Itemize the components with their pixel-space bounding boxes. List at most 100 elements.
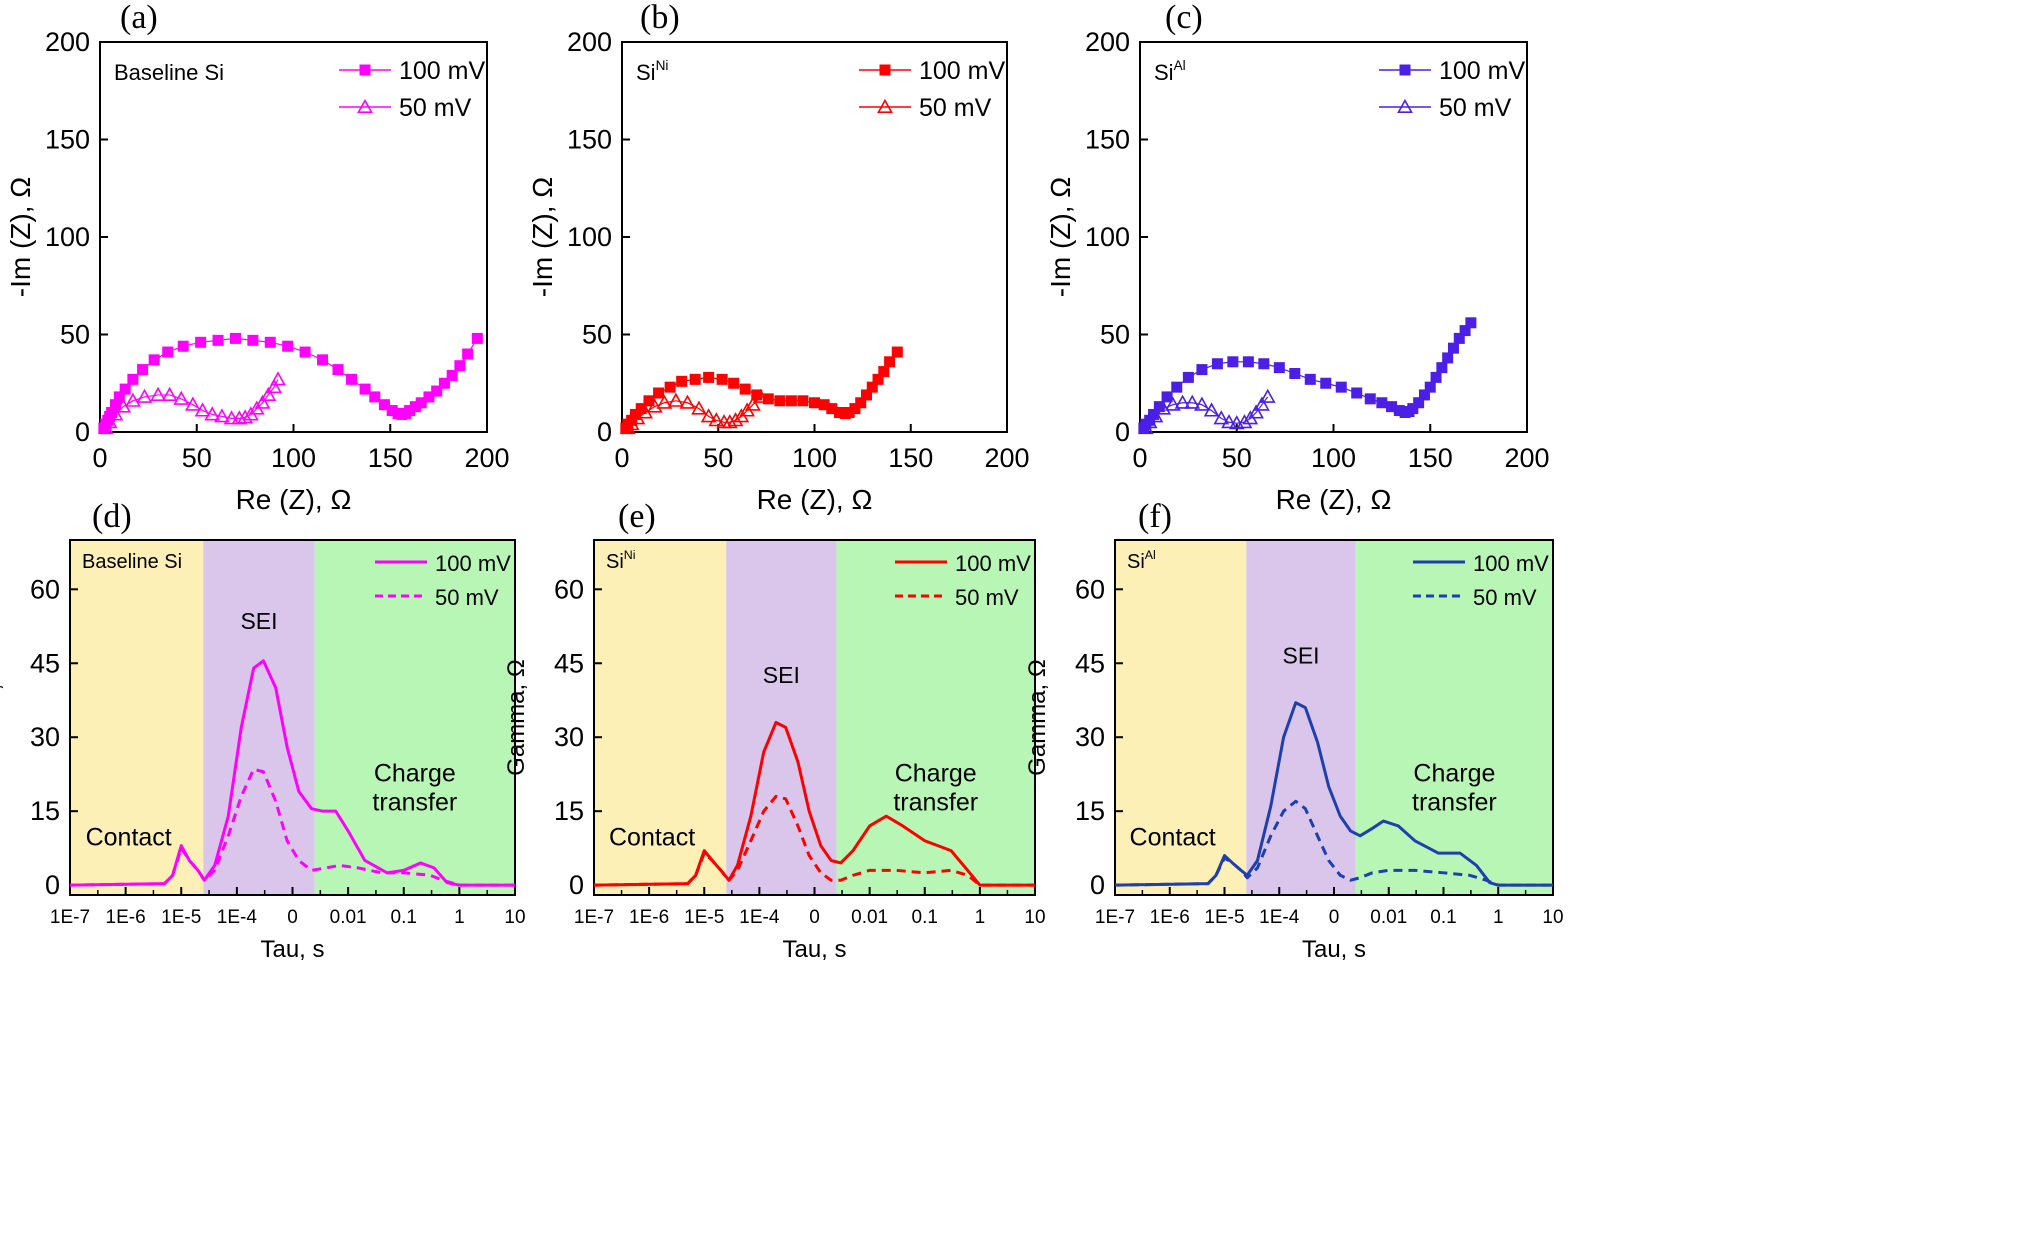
x-tick-label: 1 xyxy=(1493,907,1504,928)
square-marker xyxy=(109,399,121,411)
square-marker xyxy=(739,383,751,395)
y-axis-label: Gamma, Ω xyxy=(1024,659,1051,776)
triangle-marker xyxy=(270,371,286,386)
x-tick-label: 0.1 xyxy=(391,907,417,928)
x-tick-label: 200 xyxy=(1504,443,1549,473)
legend-marker xyxy=(879,64,891,76)
legend-label: 50 mV xyxy=(399,94,472,122)
x-tick-label: 150 xyxy=(368,443,413,473)
legend-label: 100 mV xyxy=(435,551,511,576)
region-label: SEI xyxy=(1282,642,1319,668)
series-100-mv xyxy=(1138,317,1477,434)
triangle-marker xyxy=(204,406,221,421)
triangle-marker xyxy=(266,379,283,394)
x-tick-label: 1E-4 xyxy=(1259,907,1300,928)
x-tick-label: 0.01 xyxy=(851,907,888,928)
x-tick-label: 0 xyxy=(92,443,107,473)
y-tick-label: 60 xyxy=(30,574,60,604)
panel-c: (c) 0 50 100 150 200 0 50 100 150 200 Re (Z), Ω -Im … xyxy=(1045,0,1550,515)
region-contact xyxy=(70,540,204,895)
series-50-mv xyxy=(1137,388,1276,435)
square-marker xyxy=(1453,332,1465,344)
series-100-mv xyxy=(620,346,903,434)
square-marker xyxy=(446,369,458,381)
x-tick-label: 0 xyxy=(614,443,629,473)
panel-annotation: Baseline Si xyxy=(82,551,182,573)
square-marker xyxy=(643,395,655,407)
x-tick-label: 0 xyxy=(1329,907,1340,928)
panel-annotation: SiAl xyxy=(1154,58,1186,85)
triangle-marker xyxy=(721,414,738,429)
region-label: Contact xyxy=(1130,824,1216,852)
region-label: Charge transfer xyxy=(1412,760,1497,817)
x-tick-label: 10 xyxy=(1542,907,1563,928)
square-marker xyxy=(728,377,740,389)
square-marker xyxy=(317,354,329,366)
legend-label: 50 mV xyxy=(1439,94,1512,122)
square-marker xyxy=(834,407,846,418)
square-marker xyxy=(1258,358,1270,370)
square-marker xyxy=(415,397,427,409)
x-axis-label: Tau, s xyxy=(1302,936,1366,963)
legend-marker xyxy=(1399,64,1411,76)
region-charge-transfer xyxy=(1355,540,1553,895)
square-marker xyxy=(664,381,676,393)
region-label: Contact xyxy=(609,824,695,852)
square-marker xyxy=(1182,371,1194,383)
y-axis-label: Gamma, Ω xyxy=(0,659,6,776)
panel-a: (a) 0 50 100 150 200 0 50 100 150 200 Re (Z), Ω -Im … xyxy=(5,0,510,515)
triangle-marker xyxy=(1155,400,1172,415)
square-marker xyxy=(1459,325,1471,337)
x-axis-label: Tau, s xyxy=(260,936,324,963)
triangle-marker xyxy=(185,396,201,411)
y-tick-label: 60 xyxy=(1075,574,1105,604)
triangle-marker xyxy=(1254,396,1270,411)
y-tick-label: 0 xyxy=(45,870,60,900)
x-tick-label: 1E-4 xyxy=(739,907,780,928)
panel-annotation: SiNi xyxy=(636,58,668,85)
region-contact xyxy=(1115,540,1247,895)
x-tick-label: 1E-4 xyxy=(217,907,258,928)
series-50-mv xyxy=(97,371,286,435)
series-50-mv xyxy=(619,388,769,435)
series-100-mv xyxy=(98,332,483,434)
square-marker xyxy=(113,391,125,403)
triangle-marker xyxy=(646,398,663,413)
triangle-marker xyxy=(679,394,696,409)
square-marker xyxy=(1442,352,1454,364)
square-marker xyxy=(212,334,224,346)
square-marker xyxy=(148,354,160,366)
y-tick-label: 0 xyxy=(597,417,612,447)
square-marker xyxy=(774,395,786,407)
x-axis-label: Tau, s xyxy=(782,936,846,963)
x-tick-label: 50 xyxy=(703,443,733,473)
legend-label: 100 mV xyxy=(399,57,485,85)
y-tick-label: 15 xyxy=(1075,796,1105,826)
region-label: SEI xyxy=(240,608,277,634)
legend-label: 100 mV xyxy=(919,57,1005,85)
panel-letter: (b) xyxy=(640,0,680,36)
square-marker xyxy=(332,364,344,376)
triangle-marker xyxy=(125,392,141,407)
triangle-marker xyxy=(101,414,118,429)
square-marker xyxy=(1413,397,1425,409)
square-marker xyxy=(247,334,259,346)
square-marker xyxy=(797,395,809,407)
triangle-marker xyxy=(1194,396,1210,411)
y-axis-label: -Im (Z), Ω xyxy=(527,177,558,297)
square-marker xyxy=(462,348,474,360)
y-tick-label: 45 xyxy=(554,648,584,678)
x-tick-label: 1E-7 xyxy=(1095,907,1135,928)
panel-letter: (c) xyxy=(1165,0,1203,36)
y-tick-label: 200 xyxy=(567,27,612,57)
panel-letter: (e) xyxy=(618,498,656,535)
legend-marker xyxy=(877,98,893,113)
square-marker xyxy=(1304,373,1316,385)
square-marker xyxy=(177,340,189,352)
triangle-marker xyxy=(619,419,636,435)
triangle-marker xyxy=(1165,396,1181,411)
region-label: SEI xyxy=(763,662,800,688)
square-marker xyxy=(404,405,416,417)
x-tick-label: 1E-7 xyxy=(50,907,90,928)
y-tick-label: 0 xyxy=(569,870,584,900)
